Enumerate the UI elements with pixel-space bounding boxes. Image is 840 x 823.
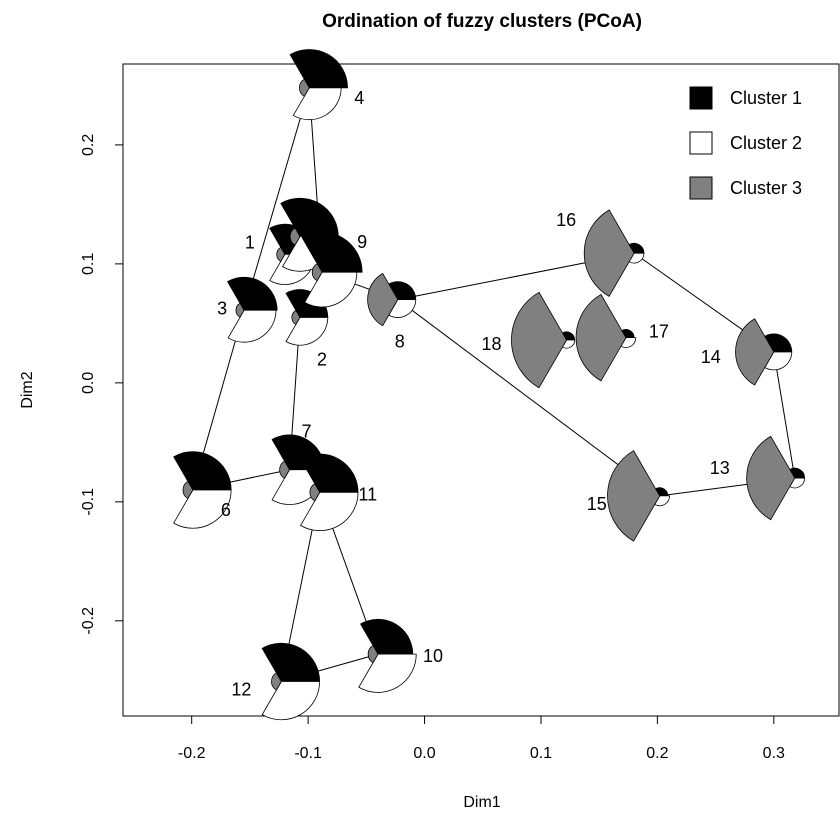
segment	[311, 263, 323, 282]
segment	[292, 87, 342, 121]
segment	[289, 49, 348, 89]
segment	[285, 317, 329, 346]
y-tick-label: -0.1	[80, 488, 97, 516]
chart-title: Ordination of fuzzy clusters (PCoA)	[322, 11, 642, 32]
segment	[261, 642, 321, 682]
y-axis-label: Dim2	[19, 371, 36, 408]
point-label: 5	[295, 200, 305, 220]
segment	[301, 231, 363, 273]
point-label: 4	[354, 88, 364, 108]
segment	[511, 291, 568, 389]
x-tick-label: -0.1	[294, 745, 322, 762]
segment	[360, 618, 414, 655]
link-line	[243, 87, 310, 311]
segment	[358, 653, 417, 693]
legend-label: Cluster 2	[730, 133, 802, 153]
segment	[235, 302, 245, 318]
segment	[300, 453, 359, 493]
segment	[367, 272, 399, 327]
point-label: 11	[358, 484, 377, 504]
point-label: 10	[423, 646, 443, 666]
y-tick-label: -0.2	[80, 607, 97, 635]
segment	[299, 78, 310, 97]
point-label: 9	[357, 232, 367, 252]
segment	[173, 489, 232, 529]
link-line	[397, 299, 661, 497]
segment	[291, 309, 301, 326]
segment	[261, 681, 321, 721]
point-label: 13	[710, 458, 730, 478]
segment	[575, 293, 627, 382]
legend-label: Cluster 1	[730, 88, 802, 108]
point-label: 12	[231, 679, 251, 699]
segment	[735, 318, 775, 386]
x-tick-label: 0.3	[763, 745, 785, 762]
point-label: 1	[245, 232, 255, 252]
segment	[289, 227, 301, 246]
segment	[271, 672, 282, 691]
segment	[583, 209, 635, 297]
point-label: 2	[317, 349, 327, 369]
point-label: 7	[301, 422, 311, 442]
legend-swatch	[689, 131, 713, 155]
point-label: 8	[395, 332, 405, 352]
x-tick-label: 0.1	[530, 745, 552, 762]
segment	[309, 483, 321, 502]
segment	[300, 491, 359, 532]
segment	[182, 480, 194, 500]
segment	[280, 197, 339, 237]
x-tick-label: 0.0	[413, 745, 435, 762]
point-label: 14	[701, 347, 721, 367]
segment	[304, 271, 358, 308]
point-label: 3	[217, 298, 227, 318]
point-label: 17	[649, 322, 669, 342]
plot-frame	[122, 63, 840, 717]
x-axis-label: Dim1	[463, 794, 500, 811]
point-label: 18	[482, 334, 502, 354]
point-label: 15	[587, 494, 607, 514]
segment	[279, 460, 290, 479]
x-tick-label: -0.2	[178, 745, 206, 762]
segment	[227, 276, 278, 311]
segment	[227, 309, 277, 343]
y-tick-label: 0.0	[80, 372, 97, 394]
segment	[607, 450, 661, 542]
legend-label: Cluster 3	[730, 178, 802, 198]
legend-swatch	[689, 86, 713, 110]
legend-swatch	[689, 176, 713, 200]
y-tick-label: 0.2	[80, 134, 97, 156]
point-label: 6	[221, 500, 231, 520]
link-line	[773, 351, 796, 479]
y-tick-label: 0.1	[80, 253, 97, 275]
point-label: 16	[556, 210, 576, 230]
segment	[367, 645, 379, 664]
segment	[276, 246, 286, 262]
segment	[173, 451, 232, 491]
x-tick-label: 0.2	[646, 745, 668, 762]
segment	[746, 435, 796, 521]
